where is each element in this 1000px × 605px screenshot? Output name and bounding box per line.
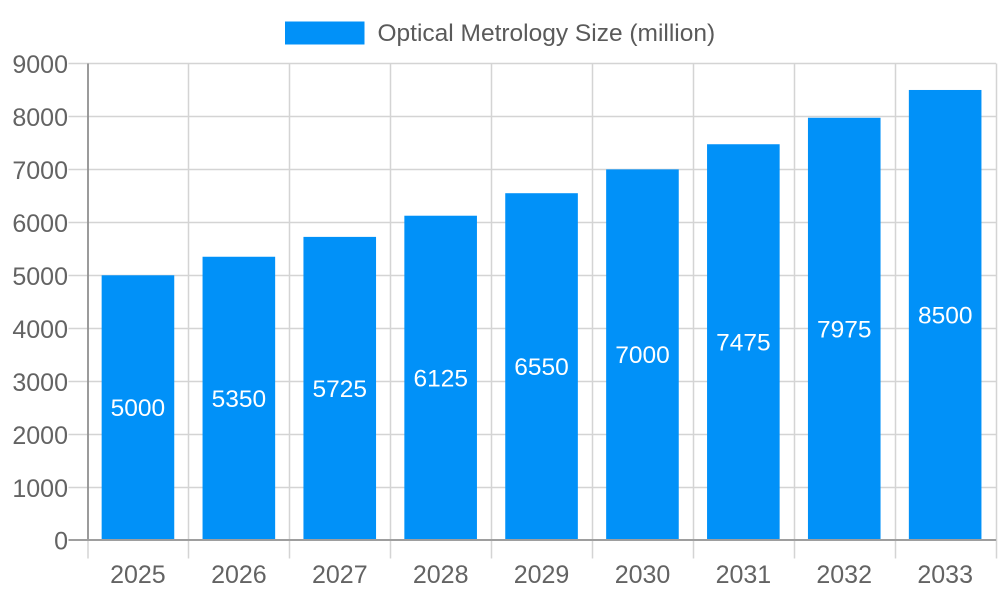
svg-text:2028: 2028 — [413, 561, 469, 589]
svg-text:5000: 5000 — [111, 395, 166, 422]
svg-text:2032: 2032 — [816, 561, 872, 589]
svg-text:8000: 8000 — [12, 104, 68, 132]
svg-text:2026: 2026 — [211, 561, 267, 589]
svg-text:5350: 5350 — [212, 386, 267, 413]
svg-text:8500: 8500 — [918, 302, 973, 329]
svg-text:3000: 3000 — [12, 369, 68, 397]
svg-text:Optical Metrology Size (millio: Optical Metrology Size (million) — [378, 20, 716, 47]
svg-text:2000: 2000 — [12, 422, 68, 450]
svg-text:2031: 2031 — [716, 561, 772, 589]
svg-text:2027: 2027 — [312, 561, 368, 589]
svg-text:5000: 5000 — [12, 263, 68, 291]
svg-text:7975: 7975 — [817, 316, 872, 343]
svg-text:7000: 7000 — [12, 157, 68, 185]
svg-text:7475: 7475 — [716, 330, 771, 357]
svg-text:9000: 9000 — [12, 51, 68, 79]
svg-text:2025: 2025 — [110, 561, 166, 589]
svg-text:7000: 7000 — [615, 342, 670, 369]
svg-text:0: 0 — [54, 527, 68, 555]
svg-text:2030: 2030 — [615, 561, 671, 589]
svg-text:6550: 6550 — [514, 354, 569, 381]
svg-text:6125: 6125 — [413, 365, 468, 392]
svg-text:6000: 6000 — [12, 210, 68, 238]
svg-text:1000: 1000 — [12, 475, 68, 503]
svg-text:2029: 2029 — [514, 561, 570, 589]
svg-text:4000: 4000 — [12, 316, 68, 344]
svg-text:5725: 5725 — [313, 376, 368, 403]
svg-text:2033: 2033 — [917, 561, 973, 589]
